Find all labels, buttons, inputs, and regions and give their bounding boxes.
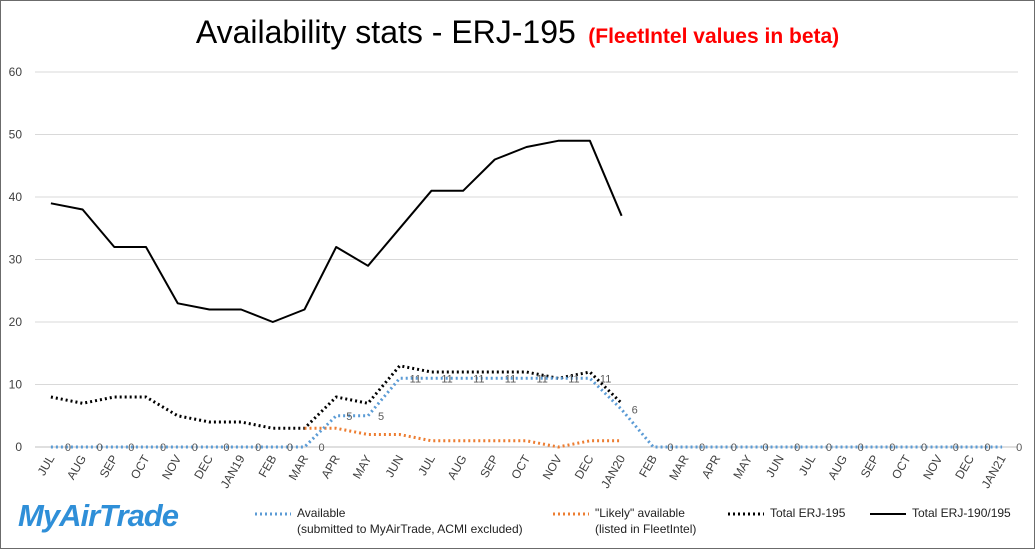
legend-swatch-likely-available: [553, 512, 589, 516]
data-label: 0: [65, 442, 71, 454]
data-label: 0: [984, 442, 990, 454]
x-tick-label: SEP: [858, 453, 882, 481]
y-tick-label: 30: [9, 253, 23, 267]
legend-sublabel-available: (submitted to MyAirTrade, ACMI excluded): [297, 522, 523, 536]
x-tick-label: JUN: [382, 453, 406, 480]
data-label: 0: [97, 442, 103, 454]
data-label: 0: [762, 442, 768, 454]
data-label: 0: [287, 442, 293, 454]
legend-swatch-total-erj195: [728, 512, 764, 516]
series-line-available: [50, 376, 1003, 449]
x-tick-label: APR: [318, 452, 343, 481]
x-tick-label: JUL: [415, 452, 438, 478]
data-label: 11: [473, 373, 484, 385]
chart-title-block: Availability stats - ERJ-195 (FleetIntel…: [0, 14, 1035, 51]
chart-subtitle: (FleetIntel values in beta): [588, 25, 840, 48]
data-label: 11: [441, 373, 452, 385]
data-label: 0: [128, 442, 134, 454]
x-tick-label: DEC: [191, 452, 216, 481]
data-label: 0: [731, 442, 737, 454]
x-tick-label: NOV: [159, 453, 184, 483]
y-tick-label: 20: [9, 315, 23, 329]
x-tick-label: JAN20: [598, 452, 628, 490]
data-label: 0: [667, 442, 673, 454]
legend-label-likely-available: "Likely" available: [595, 506, 685, 520]
x-tick-label: MAY: [730, 453, 755, 482]
data-label: 0: [319, 442, 325, 454]
data-label: 11: [568, 373, 579, 385]
data-label: 5: [346, 411, 352, 423]
legend-swatch-available: [255, 512, 291, 516]
data-label: 0: [255, 442, 261, 454]
data-label: 0: [921, 442, 927, 454]
data-label: 0: [699, 442, 705, 454]
x-tick-label: NOV: [540, 453, 565, 483]
legend-label-total-erj190-195: Total ERJ-190/195: [912, 506, 1011, 520]
data-label: 11: [505, 373, 516, 385]
legend-label-total-erj195: Total ERJ-195: [770, 506, 846, 520]
x-tick-label: JAN19: [218, 452, 248, 490]
x-tick-label: DEC: [572, 452, 597, 481]
x-tick-label: JUN: [763, 453, 787, 480]
data-label: 0: [889, 442, 895, 454]
x-tick-label: JAN21: [979, 452, 1009, 490]
y-tick-label: 40: [9, 190, 23, 204]
data-label: 0: [953, 442, 959, 454]
x-tick-label: OCT: [508, 452, 533, 482]
x-tick-label: SEP: [97, 453, 121, 481]
y-tick-label: 60: [9, 65, 23, 79]
x-tick-label: FEB: [636, 453, 660, 480]
x-tick-label: JUL: [35, 452, 58, 478]
x-tick-label: AUG: [445, 453, 470, 483]
data-label: 0: [160, 442, 166, 454]
y-tick-label: 10: [9, 378, 23, 392]
x-tick-label: OCT: [889, 452, 914, 482]
legend-label-available: Available: [297, 506, 346, 520]
x-tick-label: OCT: [128, 452, 153, 482]
chart-title: Availability stats - ERJ-195: [195, 14, 576, 50]
y-tick-label: 0: [15, 440, 22, 454]
y-tick-label: 50: [9, 128, 23, 142]
x-tick-label: MAY: [350, 453, 375, 482]
x-tick-label: SEP: [477, 452, 501, 480]
legend-sublabel-likely-available: (listed in FleetIntel): [595, 522, 697, 536]
x-tick-label: JUL: [796, 452, 819, 478]
x-tick-label: MAR: [666, 452, 692, 482]
data-label: 11: [537, 373, 548, 385]
legend-swatch-total-erj190-195: [870, 513, 906, 515]
data-label: 11: [600, 373, 611, 385]
series-line-total-erj-190-195: [50, 139, 623, 323]
myairtrade-logo: MyAirTrade: [18, 498, 179, 533]
x-tick-label: FEB: [256, 453, 280, 480]
data-label: 0: [826, 442, 832, 454]
data-label: 0: [794, 442, 800, 454]
x-tick-label: MAR: [286, 452, 312, 482]
data-label: 0: [1016, 442, 1022, 454]
data-label: 6: [632, 405, 638, 417]
series-line-likely-available: [304, 426, 622, 449]
data-label: 11: [410, 373, 421, 385]
x-tick-label: NOV: [920, 453, 945, 483]
x-tick-label: AUG: [825, 453, 850, 483]
x-tick-label: APR: [699, 452, 724, 481]
x-tick-label: DEC: [952, 452, 977, 481]
data-label: 0: [192, 442, 198, 454]
data-label: 5: [378, 411, 384, 423]
series-line-total-erj-195: [50, 364, 623, 430]
x-tick-label: AUG: [64, 453, 89, 483]
data-label: 0: [223, 442, 229, 454]
data-label: 0: [858, 442, 864, 454]
